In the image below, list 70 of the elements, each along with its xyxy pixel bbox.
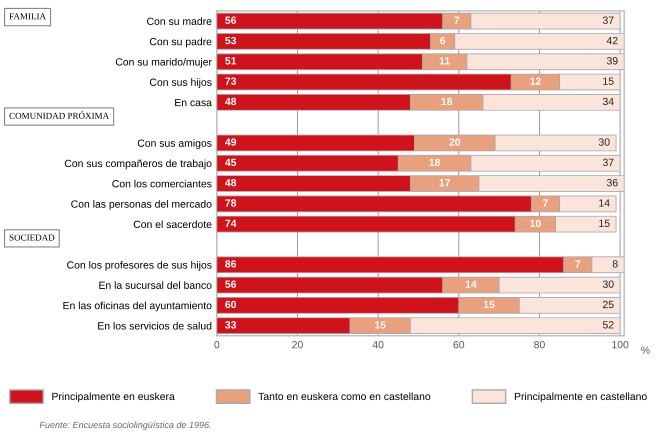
data-label: 12: [530, 77, 541, 85]
data-label: 78: [225, 199, 236, 207]
data-label: 73: [225, 77, 236, 85]
data-label: 74: [225, 220, 236, 227]
y-tick-label: Con los comerciantes: [112, 180, 212, 188]
y-tick-label: En la sucursal del banco: [99, 281, 212, 289]
x-tick-label: 20: [292, 340, 303, 348]
data-label: 49: [225, 138, 236, 146]
y-tick-label: Con su padre: [150, 38, 212, 48]
data-label: 18: [429, 158, 440, 166]
data-label: 34: [602, 98, 614, 106]
y-tick-label: Con su madre: [147, 17, 212, 26]
data-label: 14: [466, 280, 477, 288]
x-tick-label: 0: [214, 340, 220, 348]
data-label: 20: [449, 138, 460, 146]
y-tick-label: Con las personas del mercado: [71, 200, 212, 210]
data-label: 37: [602, 16, 614, 24]
x-tick-label: 40: [372, 340, 384, 348]
y-tick-label: Con el sacerdote: [134, 220, 212, 228]
x-tick-label: 100: [612, 340, 628, 348]
legend-label: Principalmente en euskera: [52, 392, 175, 402]
data-label: 8: [612, 260, 618, 268]
y-tick-label: Con sus amigos: [138, 139, 212, 149]
data-label: 86: [225, 260, 236, 268]
data-label: 17: [440, 179, 450, 186]
data-label: 25: [603, 300, 614, 308]
data-label: 56: [225, 280, 236, 288]
data-label: 30: [602, 280, 614, 288]
data-label: 7: [575, 260, 580, 268]
data-label: 6: [440, 36, 446, 44]
data-label: 33: [225, 321, 236, 328]
y-tick-label: Con sus compañeros de trabajo: [64, 159, 212, 170]
x-axis-title: %: [641, 346, 650, 354]
text: SOCIEDAD: [10, 234, 54, 241]
data-label: 48: [225, 178, 236, 186]
data-label: 52: [602, 321, 614, 328]
y-tick-label: Con los profesores de sus hijos: [67, 260, 212, 271]
data-label: 42: [606, 36, 618, 44]
data-label: 15: [599, 220, 610, 227]
x-tick-label: 60: [454, 340, 464, 348]
data-label: 18: [442, 98, 452, 106]
y-tick-label: En las oficinas del ayuntamiento: [63, 302, 212, 312]
data-label: 48: [225, 98, 236, 106]
data-label: 45: [225, 158, 236, 166]
legend-label: Tanto en euskera como en castellano: [258, 392, 430, 400]
y-tick-label: En casa: [175, 98, 212, 106]
data-label: 39: [606, 57, 618, 65]
y-tick-label: Con su marido/mujer: [116, 58, 212, 68]
data-label: 37: [602, 158, 614, 166]
data-label: 11: [440, 57, 450, 64]
data-label: 60: [225, 300, 236, 308]
data-label: 15: [603, 78, 614, 85]
data-label: 36: [606, 178, 618, 186]
data-label: 14: [599, 199, 610, 207]
data-label: 7: [543, 199, 548, 207]
data-label: 53: [225, 36, 236, 44]
data-label: 7: [454, 16, 460, 24]
data-label: 56: [225, 16, 236, 24]
text: FAMILIA: [9, 13, 46, 20]
y-tick-label: Con sus hijos: [150, 78, 212, 88]
data-label: 15: [375, 321, 386, 328]
data-label: 30: [598, 138, 610, 146]
x-tick-label: 80: [534, 340, 545, 348]
legend-label: Principalmente en castellano: [514, 392, 647, 402]
data-label: 10: [530, 220, 541, 227]
data-label: 15: [484, 300, 495, 308]
data-label: 51: [225, 57, 236, 65]
y-tick-label: En los servicios de salud: [98, 322, 212, 330]
text: COMUNIDAD PRÓXIMA: [9, 111, 110, 119]
source-note: Fuente: Encuesta sociolingüística de 1996.: [40, 421, 210, 430]
